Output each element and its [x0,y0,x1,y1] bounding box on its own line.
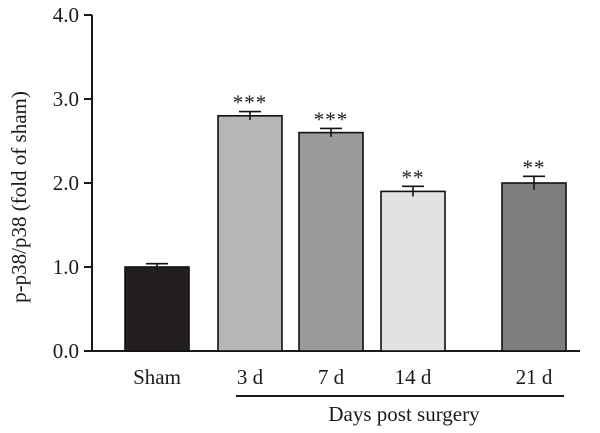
y-tick-label: 2.0 [53,171,79,195]
x-category-label: 14 d [395,365,432,389]
y-axis: 0.0 1.0 2.0 3.0 4.0 [53,3,93,363]
x-category-label: 21 d [516,365,553,389]
bar-7d [298,131,364,352]
y-axis-title: p-p38/p38 (fold of sham) [7,91,31,303]
significance-labels: ******** ** [233,91,546,190]
significance-label: ** [523,155,546,179]
bar-3d [217,115,283,352]
significance-label: *** [314,107,349,131]
x-category-label: Sham [133,365,181,389]
y-tick-label: 3.0 [53,87,79,111]
bar-14d [380,190,446,352]
y-tick-label: 4.0 [53,3,79,27]
significance-label: *** [233,91,268,115]
bar-sham [124,266,190,352]
category-labels: Sham 3 d 7 d 14 d 21 d [133,365,553,389]
bars [124,115,567,352]
y-tick-label: 1.0 [53,255,79,279]
significance-label: ** [402,165,425,189]
x-category-label: 3 d [237,365,264,389]
error-bars [146,110,545,271]
bar-21d [501,182,567,352]
y-tick-label: 0.0 [53,339,79,363]
x-axis-title: Days post surgery [328,402,480,426]
x-category-label: 7 d [318,365,345,389]
